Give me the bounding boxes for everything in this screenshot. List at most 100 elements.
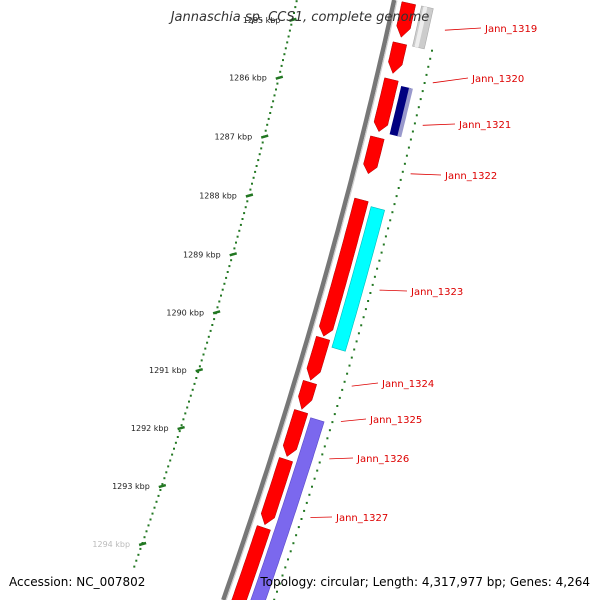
marker-dot	[289, 550, 292, 553]
gene-label-leader	[340, 418, 367, 422]
gene-label-leader	[351, 382, 379, 387]
ruler-dot	[169, 459, 172, 462]
kbp-tick-label: 1286 kbp	[229, 74, 267, 83]
ruler-dot	[220, 294, 222, 297]
ruler-dot	[287, 35, 290, 38]
ruler-dot	[280, 64, 283, 67]
marker-dot	[409, 138, 412, 141]
gene-feature-purple[interactable]	[249, 417, 325, 600]
marker-dot	[431, 49, 433, 52]
ruler-dot	[255, 165, 258, 167]
ruler-dot	[165, 471, 168, 474]
gene-arrow-red[interactable]	[306, 335, 331, 381]
ruler-dot	[155, 500, 158, 503]
ruler-dot	[188, 400, 190, 403]
gene-feature-cyan[interactable]	[331, 206, 385, 352]
ruler-dot	[176, 436, 179, 438]
genome-summary-text: Topology: circular; Length: 4,317,977 bp…	[260, 575, 590, 589]
gene-arrow-red[interactable]	[396, 1, 416, 38]
marker-dot	[405, 154, 408, 157]
gene-label[interactable]: Jann_1326	[356, 454, 409, 465]
gene-feature-grey-highlight[interactable]	[414, 6, 428, 48]
ruler-dot	[163, 477, 166, 480]
marker-dot	[382, 243, 385, 246]
ruler-dot	[204, 347, 207, 350]
ruler-dot	[288, 29, 291, 32]
marker-dot	[362, 316, 365, 319]
ruler-dot	[209, 329, 212, 332]
ruler-dot	[230, 259, 233, 262]
marker-dot	[273, 598, 276, 600]
gene-label[interactable]: Jann_1319	[484, 24, 537, 35]
marker-dot	[278, 582, 281, 585]
ruler-dot	[239, 223, 242, 226]
gene-label-leader	[329, 457, 354, 460]
gene-arrow-red[interactable]	[319, 197, 369, 337]
gene-label-leader	[310, 516, 333, 518]
ruler-major-tick	[245, 193, 254, 198]
ruler-dot	[270, 106, 273, 109]
ruler-dot	[236, 235, 239, 238]
marker-dot	[364, 308, 367, 311]
ruler-major-tick	[212, 310, 221, 315]
ruler-dot	[216, 306, 219, 309]
gene-arrow-red[interactable]	[363, 135, 385, 175]
gene-label[interactable]: Jann_1323	[410, 287, 463, 298]
marker-dot	[276, 590, 278, 593]
ruler-dot	[238, 229, 241, 232]
kbp-tick-label: 1290 kbp	[166, 308, 204, 317]
ruler-dot	[258, 153, 261, 156]
marker-dot	[427, 65, 430, 68]
gene-label-leader	[410, 173, 442, 176]
marker-dot	[355, 340, 358, 343]
marker-dot	[380, 251, 383, 254]
ruler-dot	[279, 70, 282, 73]
backbone-line	[221, 0, 397, 600]
gene-arrow-red[interactable]	[373, 77, 399, 132]
gene-label-leader	[379, 289, 408, 292]
gene-label[interactable]: Jann_1327	[335, 513, 388, 524]
marker-dot	[350, 356, 353, 359]
feature-track	[231, 1, 434, 600]
ruler-dot	[266, 123, 269, 126]
ruler-dot	[182, 418, 185, 421]
gene-arrow-red[interactable]	[282, 409, 309, 457]
ruler-dot	[207, 335, 210, 338]
marker-dot	[399, 178, 402, 181]
gene-arrow-red[interactable]	[298, 379, 318, 410]
ruler-dot	[269, 112, 272, 114]
ruler-dot	[135, 559, 138, 562]
marker-dot	[369, 292, 372, 294]
ruler-dot	[273, 94, 276, 97]
gene-feature-navy-edge[interactable]	[397, 87, 413, 138]
ruler-dot	[241, 218, 244, 220]
kbp-tick-label: 1289 kbp	[183, 250, 221, 259]
kbp-tick-label: 1293 kbp	[112, 482, 150, 491]
marker-dot	[316, 469, 319, 472]
gene-label[interactable]: Jann_1324	[381, 379, 434, 390]
marker-dot	[357, 332, 360, 335]
ruler-dot	[151, 512, 154, 515]
ruler-dot	[282, 59, 284, 62]
ruler-dot	[264, 129, 267, 132]
gene-label[interactable]: Jann_1321	[458, 120, 511, 131]
marker-dot	[411, 130, 414, 133]
gene-label[interactable]: Jann_1320	[471, 74, 524, 85]
ruler-major-tick	[158, 483, 167, 489]
marker-dot	[403, 162, 406, 165]
ruler-dot	[283, 53, 286, 56]
ruler-dot	[223, 282, 226, 285]
gene-label[interactable]: Jann_1322	[444, 171, 497, 182]
gene-arrow-red[interactable]	[231, 525, 271, 600]
ruler-dot	[284, 47, 287, 50]
marker-dot	[313, 477, 316, 480]
gene-label[interactable]: Jann_1325	[369, 415, 422, 426]
gene-arrow-red[interactable]	[260, 457, 294, 526]
marker-dot	[343, 380, 346, 383]
ruler-dot	[235, 241, 237, 244]
marker-dot	[295, 534, 298, 537]
gene-feature-navy[interactable]	[389, 86, 411, 137]
gene-arrow-red[interactable]	[388, 41, 407, 74]
gene-label-leader	[444, 27, 482, 31]
marker-dot	[378, 259, 381, 262]
